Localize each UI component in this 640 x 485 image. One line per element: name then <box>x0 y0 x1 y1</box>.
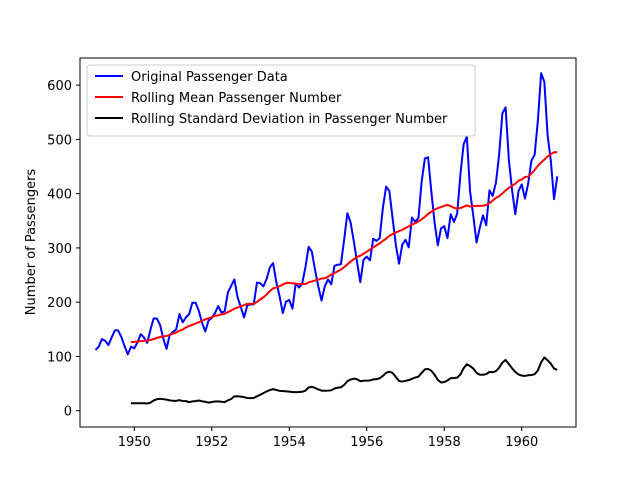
x-tick-label: 1958 <box>428 435 461 450</box>
x-tick-label: 1960 <box>505 435 538 450</box>
y-tick-label: 0 <box>64 405 72 420</box>
y-tick-label: 500 <box>47 133 72 148</box>
x-tick-label: 1950 <box>118 435 151 450</box>
y-tick-label: 100 <box>47 350 72 365</box>
y-tick-label: 400 <box>47 188 72 203</box>
legend-frame <box>86 64 476 137</box>
x-tick-label: 1956 <box>350 435 383 450</box>
y-axis-label: Number of Passengers <box>24 169 39 316</box>
y-tick-label: 200 <box>47 296 72 311</box>
legend-label: Original Passenger Data <box>131 70 288 85</box>
legend: Original Passenger Data Rolling Mean Pass… <box>86 64 476 137</box>
series-layer <box>94 72 559 405</box>
legend-label: Rolling Standard Deviation in Passenger … <box>131 112 448 127</box>
y-tick-label: 600 <box>47 79 72 94</box>
x-tick-label: 1952 <box>195 435 228 450</box>
y-tick-label: 300 <box>47 242 72 257</box>
x-tick-label: 1954 <box>273 435 306 450</box>
plot-frame <box>79 57 577 428</box>
series-line-3 <box>131 356 558 405</box>
y-axis: 0 100 200 300 400 500 600 <box>47 79 80 420</box>
legend-label: Rolling Mean Passenger Number <box>131 91 342 106</box>
series-line-2 <box>130 151 558 343</box>
series-line-1 <box>94 72 559 356</box>
x-axis: 1950 1952 1954 1956 1958 1960 <box>118 427 538 450</box>
